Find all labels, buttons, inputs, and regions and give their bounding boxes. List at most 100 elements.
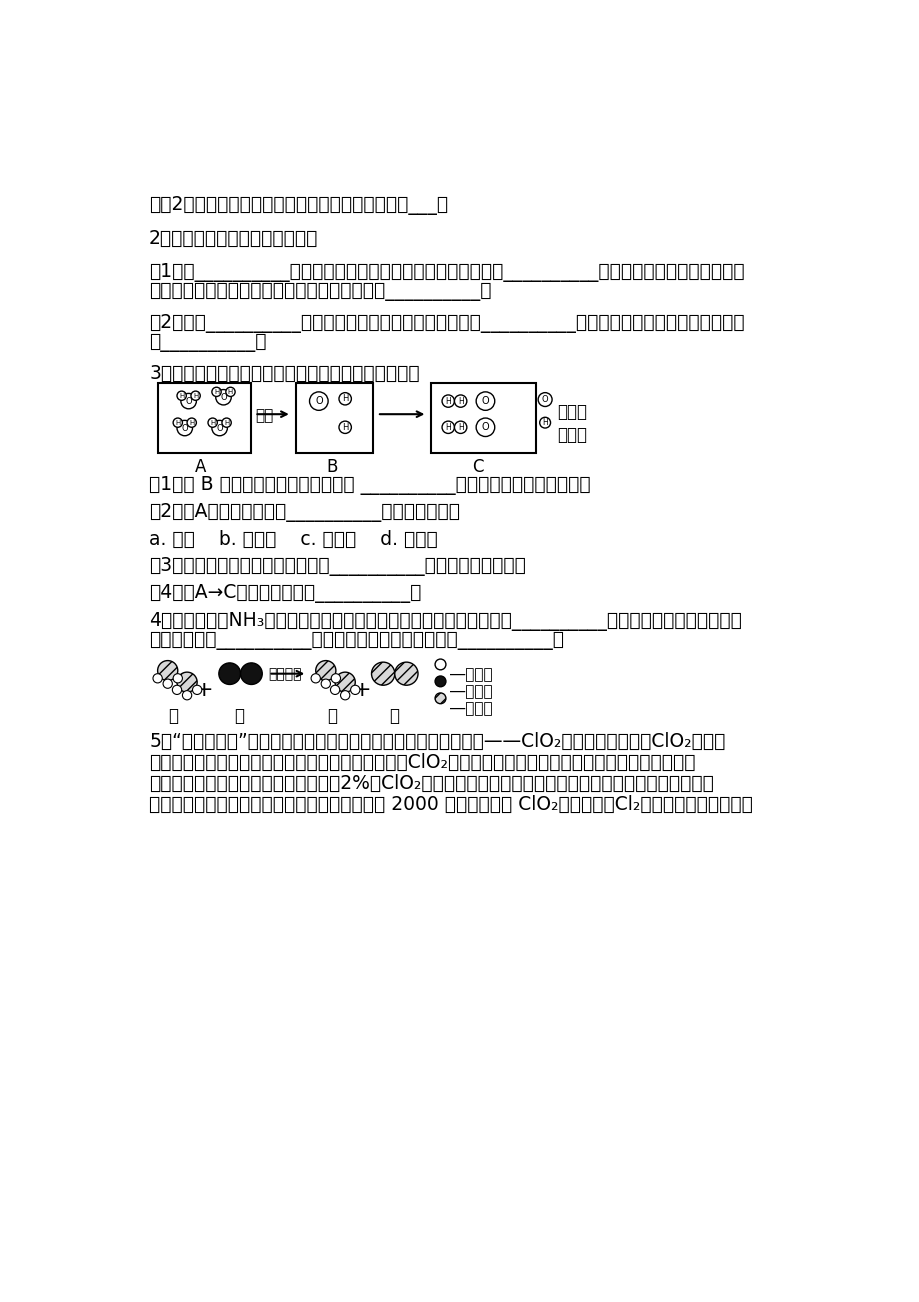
Text: 一定条件: 一定条件 — [268, 668, 301, 681]
Circle shape — [181, 393, 196, 409]
Text: H: H — [179, 393, 184, 398]
Text: ―氧原子: ―氧原子 — [449, 685, 492, 699]
Text: B: B — [326, 458, 337, 477]
Circle shape — [321, 680, 330, 689]
Circle shape — [435, 693, 446, 703]
Circle shape — [330, 685, 339, 694]
Text: +: + — [352, 680, 370, 700]
Circle shape — [371, 663, 394, 685]
Circle shape — [476, 418, 494, 436]
Circle shape — [338, 421, 351, 434]
Circle shape — [331, 673, 340, 684]
Text: 2、人类的生活和生产离不开水。: 2、人类的生活和生产离不开水。 — [149, 229, 318, 249]
Circle shape — [208, 418, 217, 427]
Circle shape — [211, 421, 227, 436]
Text: 3、下图是水电解的微观模拟过程。请回答下列问题：: 3、下图是水电解的微观模拟过程。请回答下列问题： — [149, 365, 419, 383]
Text: 低水的硬度并杀菌消毒，在家中可采用的方法是__________。: 低水的硬度并杀菌消毒，在家中可采用的方法是__________。 — [149, 281, 491, 301]
Text: O: O — [181, 423, 187, 432]
Circle shape — [221, 418, 231, 427]
Circle shape — [394, 663, 417, 685]
Text: O: O — [185, 397, 192, 406]
Text: O: O — [482, 422, 489, 432]
Circle shape — [441, 395, 454, 408]
Text: 由图2信息可算出所得富氧空气中氧气的体积分数为___。: 由图2信息可算出所得富氧空气中氧气的体积分数为___。 — [149, 197, 448, 215]
Text: H: H — [445, 423, 450, 432]
Text: 乙: 乙 — [233, 707, 244, 725]
Text: ―氮原子: ―氮原子 — [449, 702, 492, 716]
Circle shape — [192, 685, 201, 694]
Text: H: H — [342, 395, 348, 404]
Circle shape — [157, 660, 177, 681]
Text: （1）用__________的方法除去水中难溶性杂质，利用活性炭的__________性除去水中的色素和异味。降: （1）用__________的方法除去水中难溶性杂质，利用活性炭的_______… — [149, 263, 743, 281]
Text: H: H — [458, 397, 463, 406]
Circle shape — [539, 417, 550, 428]
Text: 有刺激性气味的黄绿色气体。在常温下，易溶于水。ClO₂受热或者见光易分解易爆炸，具有强氧化性和很强: 有刺激性气味的黄绿色气体。在常温下，易溶于水。ClO₂受热或者见光易分解易爆炸，… — [149, 753, 695, 772]
Bar — [431, 383, 535, 453]
Text: （3）保持水化学性质的最小粒子是__________（用化学用语表示）: （3）保持水化学性质的最小粒子是__________（用化学用语表示） — [149, 557, 526, 575]
Text: （1）将 B 中相关粒子的图形补充完整 __________，使之符合质量守恒定律。: （1）将 B 中相关粒子的图形补充完整 __________，使之符合质量守恒定… — [149, 475, 590, 495]
Circle shape — [182, 690, 191, 700]
Circle shape — [350, 685, 359, 694]
Circle shape — [216, 389, 231, 405]
Bar — [295, 383, 373, 453]
Circle shape — [163, 680, 172, 689]
Circle shape — [211, 387, 221, 397]
Circle shape — [176, 421, 192, 436]
Text: H: H — [223, 419, 229, 426]
Text: O: O — [482, 396, 489, 406]
Text: （2）水由__________元素组成的，电解水的化学方程式为__________，正极和负极产生的气体体积比约: （2）水由__________元素组成的，电解水的化学方程式为_________… — [149, 314, 743, 333]
Circle shape — [435, 676, 446, 686]
Circle shape — [219, 663, 240, 685]
Text: H: H — [445, 397, 450, 406]
Text: 丙: 丙 — [326, 707, 336, 725]
Bar — [157, 383, 250, 453]
Circle shape — [172, 685, 181, 694]
Circle shape — [476, 392, 494, 410]
Text: 为__________。: 为__________。 — [149, 333, 267, 353]
Circle shape — [340, 690, 349, 700]
Text: 甲: 甲 — [168, 707, 178, 725]
Circle shape — [441, 421, 454, 434]
Circle shape — [225, 387, 235, 397]
Text: H: H — [210, 419, 215, 426]
Text: H: H — [175, 419, 180, 426]
Text: H: H — [213, 389, 219, 395]
Text: 的腑蚀性，其水溶液却十分安全，含有2%的ClO₂，水溶液无色、无臭、无腑蚀性，常温下稳定，不易分解；: 的腑蚀性，其水溶液却十分安全，含有2%的ClO₂，水溶液无色、无臭、无腑蚀性，常… — [149, 773, 713, 793]
Text: H: H — [228, 389, 233, 395]
Circle shape — [240, 663, 262, 685]
Text: O: O — [314, 396, 323, 406]
Text: 没有变化的是__________元素，生成丙和丁的质量比为__________。: 没有变化的是__________元素，生成丙和丁的质量比为__________。 — [149, 631, 563, 650]
Circle shape — [454, 421, 466, 434]
Text: H: H — [189, 419, 194, 426]
Text: 5、“含氯消毒剑”已被广泛使用，其中就包含一种新型眅菌消毒剑——ClO₂。在通常情况下，ClO₂是一种: 5、“含氯消毒剑”已被广泛使用，其中就包含一种新型眅菌消毒剑——ClO₂。在通常… — [149, 732, 725, 751]
Text: a. 单质    b. 氧化物    c. 化合物    d. 混合物: a. 单质 b. 氧化物 c. 化合物 d. 混合物 — [149, 530, 437, 548]
Circle shape — [435, 659, 446, 669]
Circle shape — [454, 395, 466, 408]
Text: 4、如图是有关NH₃（氨气）反应的微观示意图，反应的化学方程式为__________，元素的化合价在反应前后: 4、如图是有关NH₃（氨气）反应的微观示意图，反应的化学方程式为________… — [149, 612, 741, 631]
Text: O: O — [220, 393, 227, 402]
Text: 丁: 丁 — [389, 707, 399, 725]
Circle shape — [335, 672, 355, 693]
Text: 该溶液是特性优良、高效安全的消毒剑，我国从 2000 年起就逐渐用 ClO₂取代氯气（Cl₂）对饮用水进行消毒。: 该溶液是特性优良、高效安全的消毒剑，我国从 2000 年起就逐渐用 ClO₂取代… — [149, 794, 752, 814]
Circle shape — [176, 672, 197, 693]
Text: O: O — [541, 395, 548, 404]
Circle shape — [315, 660, 335, 681]
Text: A: A — [194, 458, 206, 477]
Circle shape — [338, 393, 351, 405]
Text: 通电: 通电 — [255, 408, 273, 423]
Circle shape — [176, 391, 186, 400]
Text: （4）今A→C反应基本类型是__________。: （4）今A→C反应基本类型是__________。 — [149, 583, 421, 603]
Text: C: C — [471, 458, 482, 477]
Text: （2）图A表示的物质属于__________（选填序号）。: （2）图A表示的物质属于__________（选填序号）。 — [149, 503, 460, 522]
Circle shape — [173, 418, 182, 427]
Text: ―氢原子: ―氢原子 — [449, 668, 492, 682]
Circle shape — [173, 673, 182, 684]
Text: 氢原子: 氢原子 — [556, 426, 586, 444]
Circle shape — [187, 418, 196, 427]
Text: H: H — [458, 423, 463, 432]
Circle shape — [153, 673, 162, 684]
Circle shape — [309, 392, 328, 410]
Text: +: + — [195, 680, 213, 700]
Circle shape — [311, 673, 320, 684]
Text: 氧原子: 氧原子 — [556, 402, 586, 421]
